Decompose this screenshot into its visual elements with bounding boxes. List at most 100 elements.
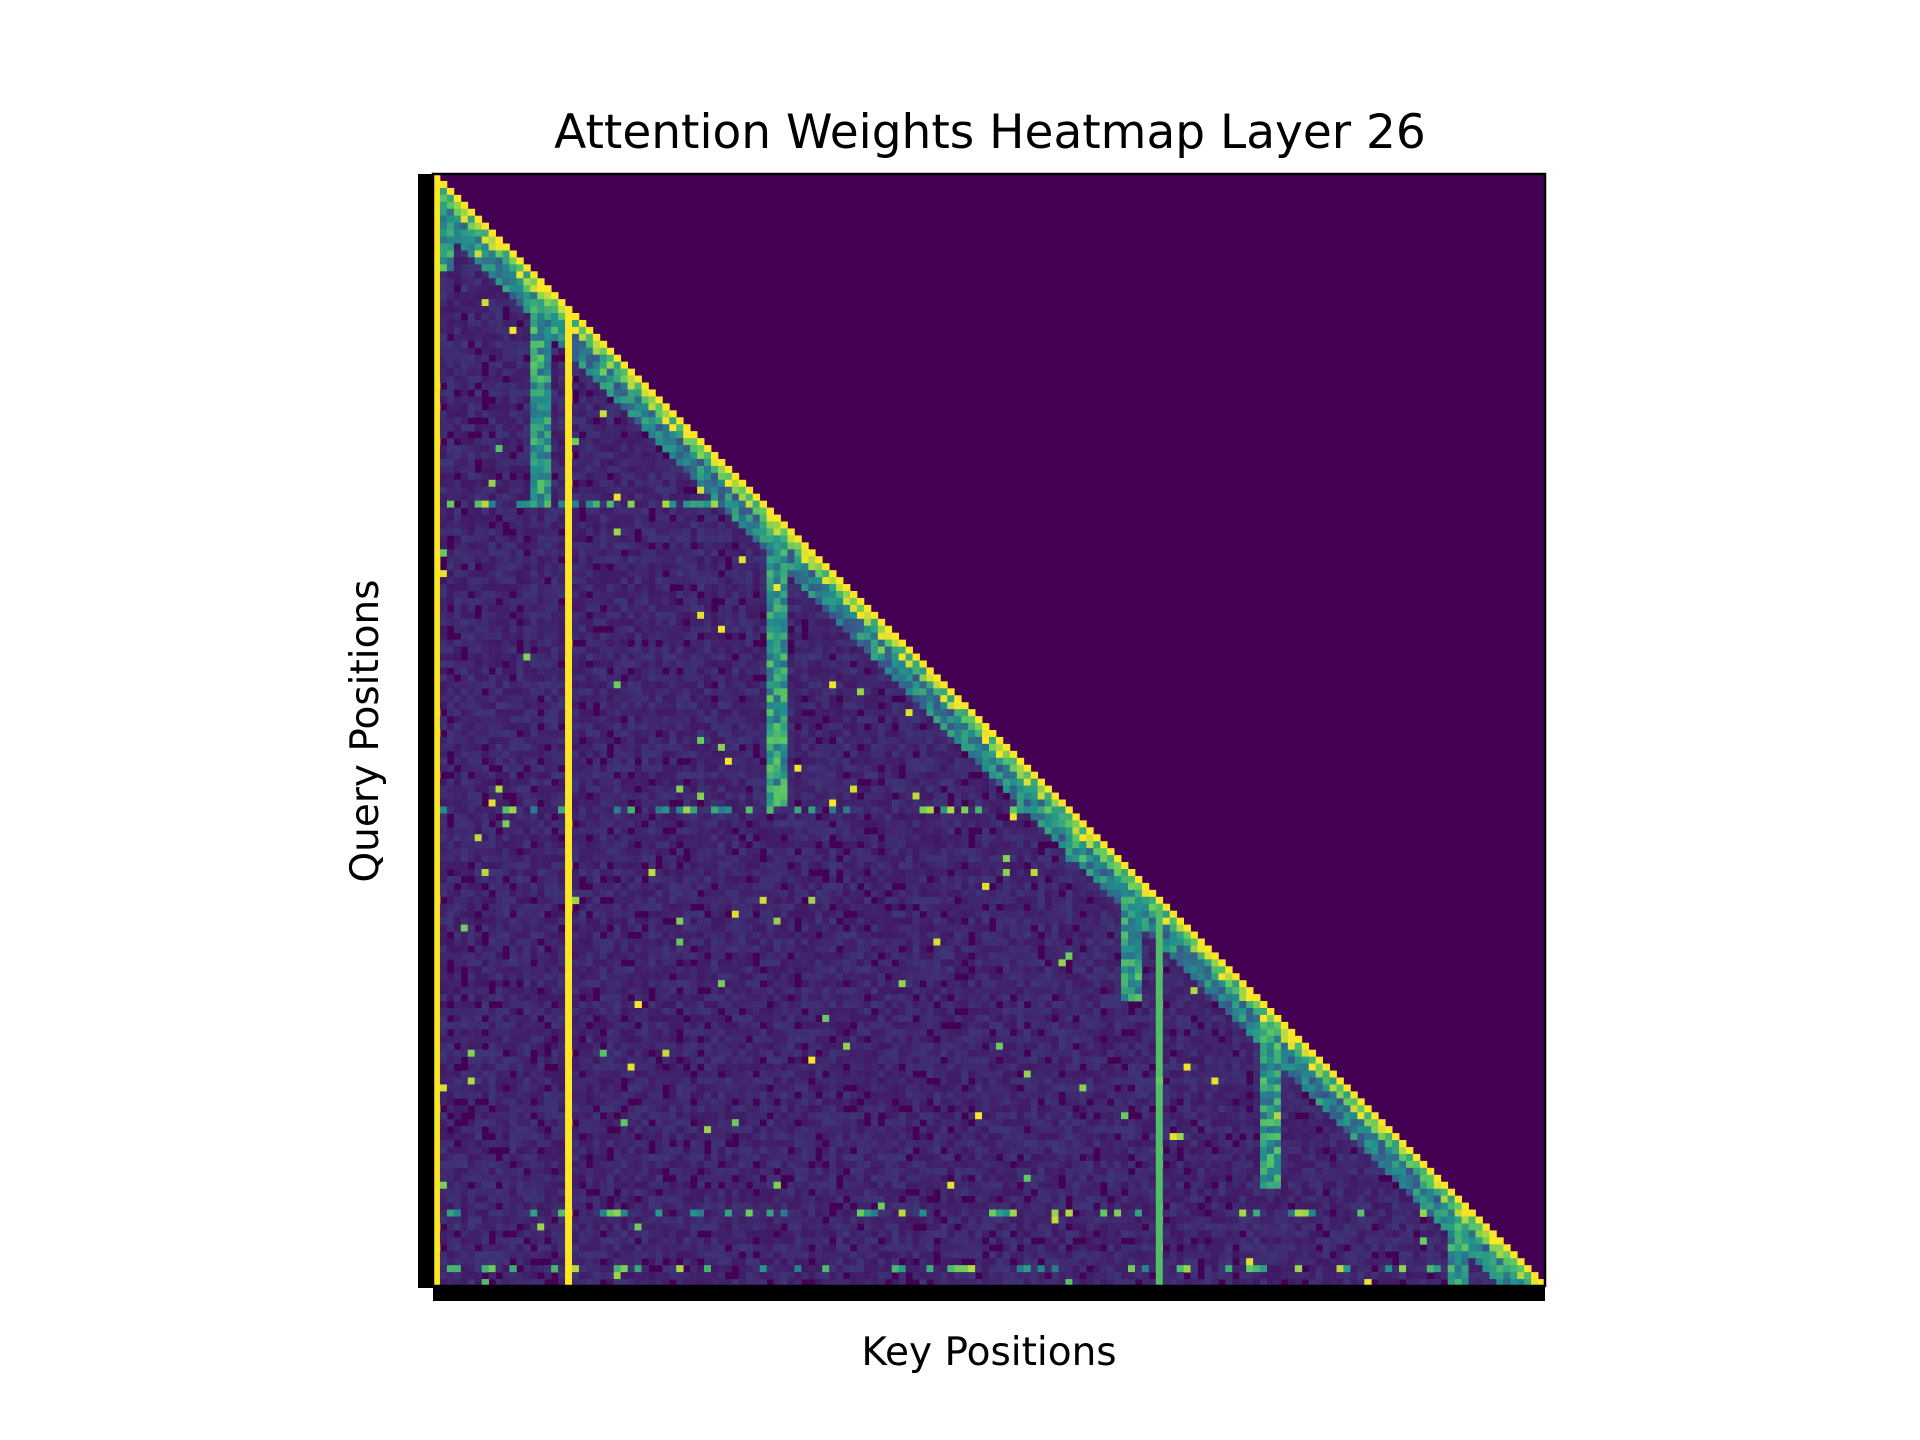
heatmap-cell: [544, 688, 552, 696]
heatmap-cell: [1058, 820, 1066, 828]
heatmap-cell: [933, 848, 941, 856]
heatmap-cell: [954, 716, 962, 724]
heatmap-cell: [578, 389, 587, 397]
heatmap-cell: [613, 862, 622, 870]
heatmap-cell: [947, 695, 955, 703]
heatmap-cell: [1030, 785, 1039, 793]
heatmap-cell: [815, 709, 823, 717]
heatmap-cell: [634, 723, 642, 731]
heatmap-cell: [926, 743, 934, 752]
heatmap-cell: [641, 424, 649, 432]
heatmap-cell: [697, 646, 705, 654]
heatmap-cell: [815, 785, 823, 793]
heatmap-cell: [731, 500, 740, 508]
heatmap-cell: [433, 611, 441, 620]
heatmap-cell: [787, 549, 795, 557]
heatmap-cell: [565, 528, 573, 536]
heatmap-cell: [669, 577, 677, 585]
heatmap-cell: [551, 597, 559, 606]
heatmap-cell: [690, 778, 698, 786]
heatmap-cell: [815, 639, 823, 647]
heatmap-cell: [669, 702, 677, 710]
heatmap-cell: [599, 528, 608, 536]
heatmap-cell: [724, 646, 733, 654]
heatmap-cell: [947, 855, 955, 863]
heatmap-cell: [752, 757, 761, 766]
heatmap-cell: [933, 820, 941, 828]
heatmap-cell: [488, 326, 496, 335]
heatmap-cell: [481, 813, 489, 821]
heatmap-cell: [801, 639, 809, 647]
heatmap-cell: [919, 778, 927, 786]
heatmap-cell: [481, 709, 489, 717]
heatmap-cell: [836, 611, 844, 620]
heatmap-cell: [572, 806, 580, 814]
heatmap-cell: [683, 542, 691, 550]
heatmap-cell: [989, 848, 997, 856]
heatmap-cell: [592, 646, 601, 654]
heatmap-cell: [578, 354, 587, 363]
heatmap-cell: [662, 632, 670, 641]
heatmap-cell: [523, 827, 531, 835]
heatmap-cell: [711, 570, 719, 578]
heatmap-cell: [641, 549, 649, 557]
heatmap-cell: [717, 507, 726, 515]
heatmap-cell: [1114, 862, 1122, 870]
heatmap-cell: [578, 445, 587, 453]
heatmap-cell: [433, 716, 441, 724]
heatmap-cell: [940, 730, 948, 738]
heatmap-cell: [537, 514, 545, 522]
heatmap-cell: [697, 445, 705, 453]
heatmap-cell: [481, 326, 489, 335]
heatmap-cell: [578, 535, 587, 543]
heatmap-cell: [648, 674, 656, 682]
heatmap-cell: [585, 743, 594, 752]
heatmap-cell: [481, 375, 489, 383]
heatmap-cell: [495, 403, 503, 411]
heatmap-cell: [982, 778, 990, 786]
heatmap-cell: [648, 889, 656, 898]
heatmap-cell: [481, 500, 489, 508]
heatmap-cell: [655, 542, 663, 550]
heatmap-cell: [717, 709, 726, 717]
heatmap-cell: [752, 882, 761, 891]
heatmap-cell: [467, 229, 476, 237]
heatmap-cell: [836, 771, 844, 780]
heatmap-cell: [572, 716, 580, 724]
heatmap-cell: [565, 333, 573, 342]
heatmap-cell: [822, 646, 830, 654]
heatmap-cell: [572, 438, 580, 446]
heatmap-cell: [870, 882, 879, 891]
heatmap-cell: [523, 556, 531, 564]
heatmap-cell: [724, 862, 733, 870]
heatmap-cell: [460, 834, 469, 842]
heatmap-cell: [592, 521, 601, 529]
heatmap-cell: [1093, 869, 1101, 877]
heatmap-cell: [843, 695, 851, 703]
heatmap-cell: [613, 382, 622, 390]
heatmap-cell: [773, 855, 781, 863]
heatmap-cell: [627, 848, 635, 856]
heatmap-cell: [870, 709, 879, 717]
heatmap-cell: [773, 556, 781, 564]
heatmap-cell: [606, 597, 615, 606]
heatmap-cell: [516, 271, 524, 279]
heatmap-cell: [599, 452, 608, 460]
heatmap-cell: [662, 465, 670, 474]
heatmap-cell: [544, 361, 552, 369]
heatmap-cell: [599, 424, 608, 432]
heatmap-cell: [850, 674, 858, 682]
heatmap-cell: [759, 604, 767, 613]
heatmap-cell: [926, 702, 934, 710]
heatmap-cell: [578, 681, 587, 689]
heatmap-cell: [634, 382, 642, 390]
heatmap-cell: [446, 521, 455, 529]
heatmap-cell: [676, 813, 684, 821]
heatmap-cell: [606, 542, 615, 550]
heatmap-cell: [731, 514, 740, 522]
heatmap-cell: [495, 674, 503, 682]
heatmap-cell: [787, 820, 795, 828]
heatmap-cell: [558, 875, 566, 884]
heatmap-cell: [578, 611, 587, 620]
heatmap-cell: [460, 243, 469, 251]
